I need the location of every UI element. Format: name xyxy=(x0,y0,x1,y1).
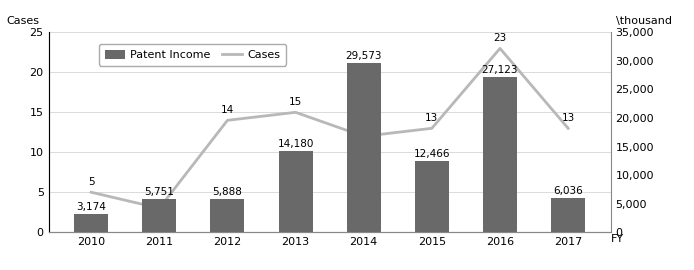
Bar xyxy=(74,214,108,232)
Text: 14,180: 14,180 xyxy=(278,139,314,149)
Text: 27,123: 27,123 xyxy=(482,65,518,75)
Bar xyxy=(347,63,381,232)
Text: 3: 3 xyxy=(156,219,162,229)
Text: 6,036: 6,036 xyxy=(553,186,583,196)
Text: 13: 13 xyxy=(561,113,575,123)
Text: \thousand: \thousand xyxy=(616,16,672,26)
Bar xyxy=(210,199,244,232)
Text: 5: 5 xyxy=(88,177,94,187)
Text: 15: 15 xyxy=(289,97,302,107)
Text: 12: 12 xyxy=(357,147,371,157)
Bar xyxy=(142,199,176,232)
Text: 29,573: 29,573 xyxy=(346,51,382,61)
Text: Cases: Cases xyxy=(6,16,40,26)
Text: 23: 23 xyxy=(493,33,507,43)
Text: FY: FY xyxy=(611,234,624,244)
Text: 5,888: 5,888 xyxy=(212,187,242,197)
Text: 12,466: 12,466 xyxy=(414,149,450,159)
Text: 5,751: 5,751 xyxy=(144,187,174,197)
Text: 13: 13 xyxy=(425,113,439,123)
Bar xyxy=(551,198,585,232)
Bar xyxy=(278,151,312,232)
Legend: Patent Income, Cases: Patent Income, Cases xyxy=(99,44,286,66)
Bar xyxy=(483,77,517,232)
Bar xyxy=(415,161,449,232)
Text: 14: 14 xyxy=(221,105,234,115)
Text: 3,174: 3,174 xyxy=(76,202,106,212)
